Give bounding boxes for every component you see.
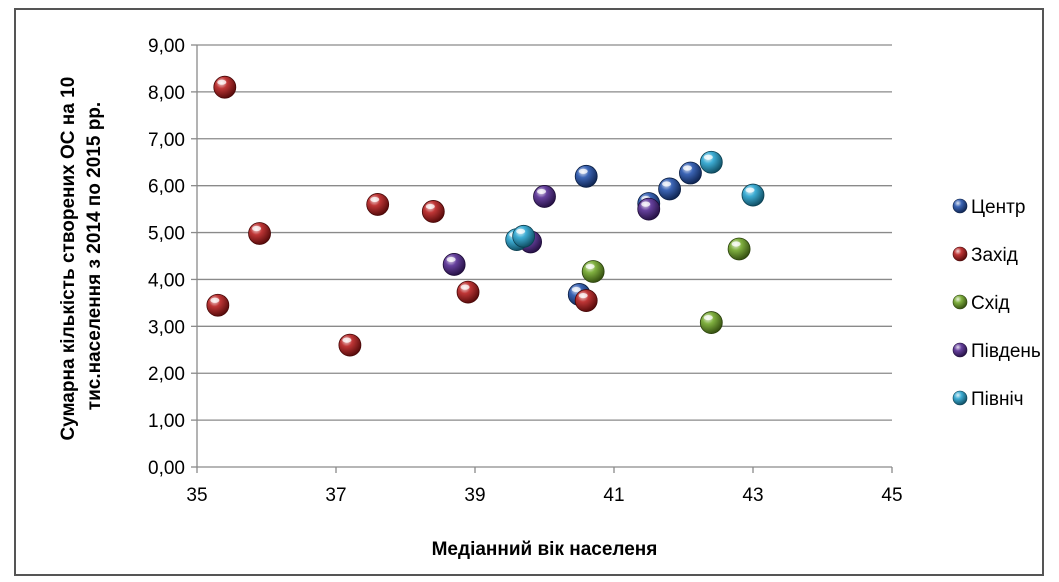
y-axis-title-line-1: Сумарна кількість створених ОС на 10 (58, 77, 79, 441)
y-axis-title-line-2: тис.населення з 2014 по 2015 рр. (84, 102, 105, 410)
data-point (248, 222, 271, 245)
data-point (206, 293, 230, 317)
data-point (699, 311, 723, 334)
data-point (574, 289, 598, 312)
x-tick-labels: 35 37 39 41 43 45 (186, 485, 902, 506)
legend-marker (952, 246, 968, 262)
legend-item: Північ (952, 389, 1024, 410)
data-point (533, 185, 556, 208)
legend-item: Схід (952, 293, 1010, 314)
data-point (699, 150, 723, 174)
y-tick-label: 7,00 (148, 130, 185, 151)
data-point (421, 200, 445, 223)
axes (191, 44, 893, 473)
x-tick-label: 43 (742, 485, 763, 506)
chart-frame: 0,00 1,00 2,00 3,00 4,00 5,00 6,00 7,00 8,00 9,00… (14, 8, 1044, 576)
x-tick-label: 39 (464, 485, 485, 506)
legend-item: Захід (952, 245, 1018, 266)
data-point (574, 164, 598, 188)
legend-label: Центр (971, 197, 1025, 218)
data-point (679, 161, 702, 185)
legend-label: Південь (971, 341, 1041, 362)
y-tick-label: 6,00 (148, 177, 185, 198)
data-point (727, 237, 751, 261)
scatter-chart: 0,00 1,00 2,00 3,00 4,00 5,00 6,00 7,00 8,00 9,00… (58, 36, 1041, 560)
x-tick-label: 45 (881, 485, 902, 506)
y-tick-label: 0,00 (148, 458, 185, 479)
data-point (366, 193, 390, 216)
data-point (456, 280, 480, 304)
y-tick-label: 8,00 (148, 83, 185, 104)
legend-label: Захід (971, 245, 1018, 266)
y-tick-label: 1,00 (148, 411, 185, 432)
x-tick-label: 37 (325, 485, 346, 506)
legend-marker (952, 198, 968, 214)
y-tick-label: 5,00 (148, 224, 185, 245)
data-point (581, 260, 605, 283)
x-tick-label: 35 (186, 485, 207, 506)
y-axis-title: Сумарна кількість створених ОС на 10 тис… (58, 71, 105, 440)
data-point (213, 75, 237, 99)
data-point (658, 177, 681, 201)
data-point (741, 183, 765, 207)
data-point (338, 333, 362, 357)
legend-label: Північ (971, 389, 1024, 410)
data-point (512, 224, 536, 248)
data-points (206, 75, 765, 357)
y-tick-label: 2,00 (148, 364, 185, 385)
legend: Центр Захід Схід Південь Північ (952, 197, 1041, 410)
x-axis-title: Медіанний вік населеня (432, 539, 658, 560)
y-tick-label: 3,00 (148, 317, 185, 338)
legend-label: Схід (971, 293, 1010, 314)
data-point (637, 197, 661, 221)
legend-item: Південь (952, 341, 1041, 362)
legend-marker (952, 342, 968, 358)
legend-item: Центр (952, 197, 1025, 218)
y-tick-label: 4,00 (148, 270, 185, 291)
legend-marker (952, 390, 968, 406)
x-tick-label: 41 (603, 485, 624, 506)
y-tick-label: 9,00 (148, 36, 185, 57)
y-tick-labels: 0,00 1,00 2,00 3,00 4,00 5,00 6,00 7,00 8,00 9,00 (148, 36, 185, 479)
gridlines (197, 44, 892, 421)
data-point (442, 253, 466, 276)
legend-marker (952, 294, 968, 310)
